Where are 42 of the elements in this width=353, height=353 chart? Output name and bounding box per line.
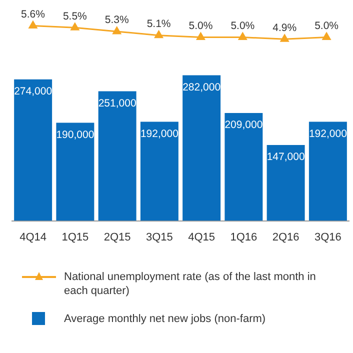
x-tick-label: 3Q16 [314, 231, 342, 244]
x-tick-label: 1Q16 [230, 231, 258, 244]
data-label: 192,000 [308, 128, 348, 140]
data-label: 5.1% [146, 18, 171, 30]
legend-label: Average monthly net new jobs (non-farm) [64, 312, 266, 326]
x-tick-label: 3Q15 [146, 231, 173, 244]
x-tick-label: 4Q15 [188, 231, 216, 244]
data-label: 4.9% [272, 22, 297, 34]
data-label: 5.0% [230, 20, 255, 32]
point [28, 20, 38, 28]
x-tick-label: 2Q16 [272, 231, 300, 244]
data-label: 5.3% [104, 14, 129, 26]
point [280, 34, 289, 42]
bar [56, 122, 94, 221]
bar [140, 122, 178, 221]
data-label: 192,000 [140, 128, 179, 140]
point [322, 32, 331, 40]
point [196, 32, 205, 40]
data-label: 209,000 [224, 119, 263, 132]
bar [266, 144, 305, 221]
x-tick-label: 2Q15 [104, 231, 131, 244]
data-label: 274,000 [14, 86, 52, 98]
bar [14, 79, 52, 221]
data-label: 282,000 [182, 81, 221, 94]
data-label: 5.0% [314, 20, 338, 32]
point [112, 26, 122, 34]
x-tick-label: 1Q15 [62, 231, 89, 244]
point [238, 32, 247, 40]
data-label: 147,000 [266, 151, 305, 164]
bar [308, 122, 347, 221]
data-label: 251,000 [98, 97, 136, 110]
legend-label: National unemployment rate (as of the last month in each quarter) [64, 270, 317, 298]
bar [224, 112, 263, 221]
data-label: 190,000 [56, 128, 94, 141]
x-tick-label: 4Q14 [20, 231, 47, 244]
data-label: 5.0% [188, 20, 213, 32]
point [154, 30, 163, 38]
bar [98, 91, 136, 221]
data-label: 5.5% [62, 10, 87, 22]
bar [182, 75, 221, 221]
point [70, 22, 80, 30]
data-label: 5.6% [21, 8, 45, 20]
